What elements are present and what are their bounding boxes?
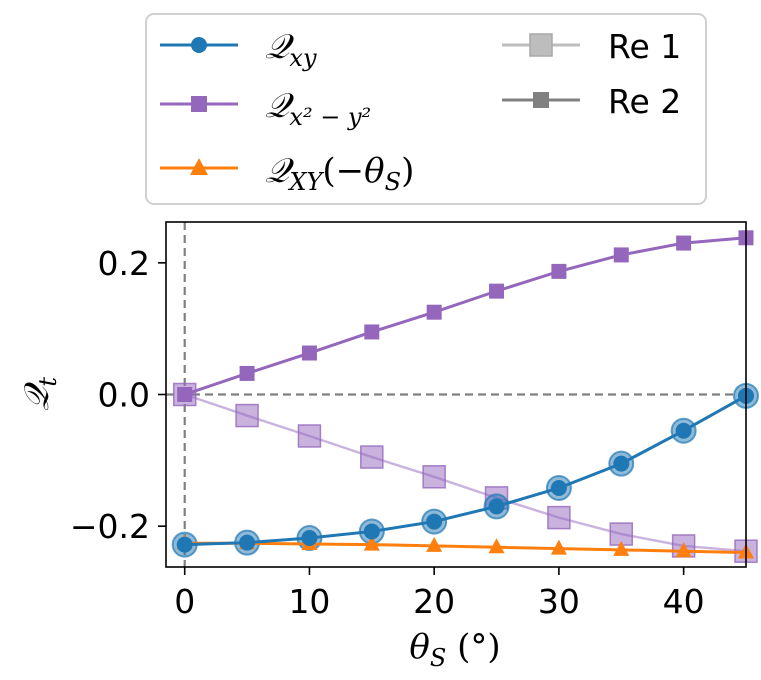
series-line-qxy-s bbox=[184, 541, 747, 555]
legend: 𝒬xy 𝒬x² − y² 𝒬XY(−θS) Re 1 Re 2 bbox=[145, 13, 707, 205]
data-point-qxy-30 bbox=[550, 479, 567, 496]
y-axis-label: 𝒬t bbox=[17, 377, 62, 411]
data-point-qxy-s-30 bbox=[550, 539, 567, 555]
data-point-qxy-20 bbox=[426, 513, 443, 530]
data-point-re-1-qx-y-30 bbox=[547, 505, 571, 530]
data-point-re-1-qx-y-5 bbox=[235, 403, 259, 428]
legend-marker-qxy bbox=[191, 37, 207, 53]
data-point-qxy-25 bbox=[488, 498, 505, 515]
data-point-qxy-s-20 bbox=[426, 536, 443, 552]
legend-marker-re1 bbox=[529, 33, 553, 57]
x-tick-label-20: 20 bbox=[413, 582, 455, 621]
data-point-qxy-5 bbox=[239, 534, 256, 551]
plot-area: 0 10 20 30 40 −0.2 0.0 0.2 bbox=[70, 221, 759, 621]
legend-marker-qXY bbox=[190, 158, 208, 175]
x-tick-label-0: 0 bbox=[174, 582, 195, 621]
x-tick-label-30: 30 bbox=[538, 582, 580, 621]
data-point-qxy-s-25 bbox=[488, 538, 505, 554]
legend-entry-re1: Re 1 bbox=[502, 27, 681, 66]
data-point-qxy-40 bbox=[675, 422, 692, 439]
series-qxy bbox=[176, 387, 754, 553]
data-point-re-1-qx-y-10 bbox=[297, 424, 322, 448]
data-point-qx-y-15 bbox=[364, 324, 380, 340]
series-line-qxy bbox=[184, 394, 747, 547]
data-point-qx-y-25 bbox=[489, 283, 505, 299]
data-point-qxy-s-35 bbox=[613, 540, 630, 556]
legend-entry-re2: Re 2 bbox=[502, 82, 681, 121]
series-re-1-qxy bbox=[171, 382, 759, 558]
series-qxy-s bbox=[176, 534, 754, 559]
data-point-qxy-15 bbox=[363, 523, 380, 540]
data-point-qxy-35 bbox=[613, 455, 630, 472]
data-point-qx-y-5 bbox=[239, 365, 255, 381]
data-point-qx-y-10 bbox=[301, 345, 317, 361]
legend-marker-qx2y2 bbox=[191, 96, 207, 112]
data-point-qx-y-30 bbox=[551, 263, 567, 279]
y-tick-label-0: −0.2 bbox=[70, 507, 150, 546]
data-point-qx-y-0 bbox=[177, 387, 193, 402]
x-axis: 0 10 20 30 40 bbox=[174, 567, 705, 621]
data-point-qxy-10 bbox=[301, 530, 318, 547]
series-layer bbox=[171, 230, 759, 563]
series-qx-y bbox=[177, 230, 754, 402]
series-re-1-qx-y bbox=[172, 382, 758, 563]
data-point-qxy-s-40 bbox=[675, 542, 692, 558]
y-tick-label-1: 0.0 bbox=[98, 376, 150, 415]
legend-label-re1: Re 1 bbox=[608, 27, 681, 66]
x-tick-label-10: 10 bbox=[288, 582, 330, 621]
legend-label-re2: Re 2 bbox=[608, 82, 681, 121]
data-point-qx-y-35 bbox=[613, 247, 629, 263]
data-point-re-1-qx-y-15 bbox=[360, 445, 384, 469]
x-axis-label: θS (°) bbox=[409, 627, 500, 672]
y-tick-label-2: 0.2 bbox=[98, 244, 150, 283]
legend-entry-qxy: 𝒬xy bbox=[160, 27, 317, 72]
legend-marker-re2 bbox=[533, 92, 549, 108]
x-tick-label-40: 40 bbox=[663, 582, 705, 621]
series-line-qx-y bbox=[184, 236, 747, 396]
series-line-re-1-qx-y bbox=[184, 393, 747, 553]
data-point-qxy-s-15 bbox=[363, 535, 380, 551]
data-point-qx-y-20 bbox=[426, 304, 442, 320]
data-point-qx-y-40 bbox=[676, 235, 692, 251]
data-point-qxy-0 bbox=[176, 536, 193, 553]
series-line-re-1-qxy bbox=[184, 394, 747, 546]
data-point-re-1-qx-y-20 bbox=[422, 465, 446, 489]
legend-frame bbox=[145, 13, 707, 205]
y-axis: −0.2 0.0 0.2 bbox=[70, 244, 166, 546]
